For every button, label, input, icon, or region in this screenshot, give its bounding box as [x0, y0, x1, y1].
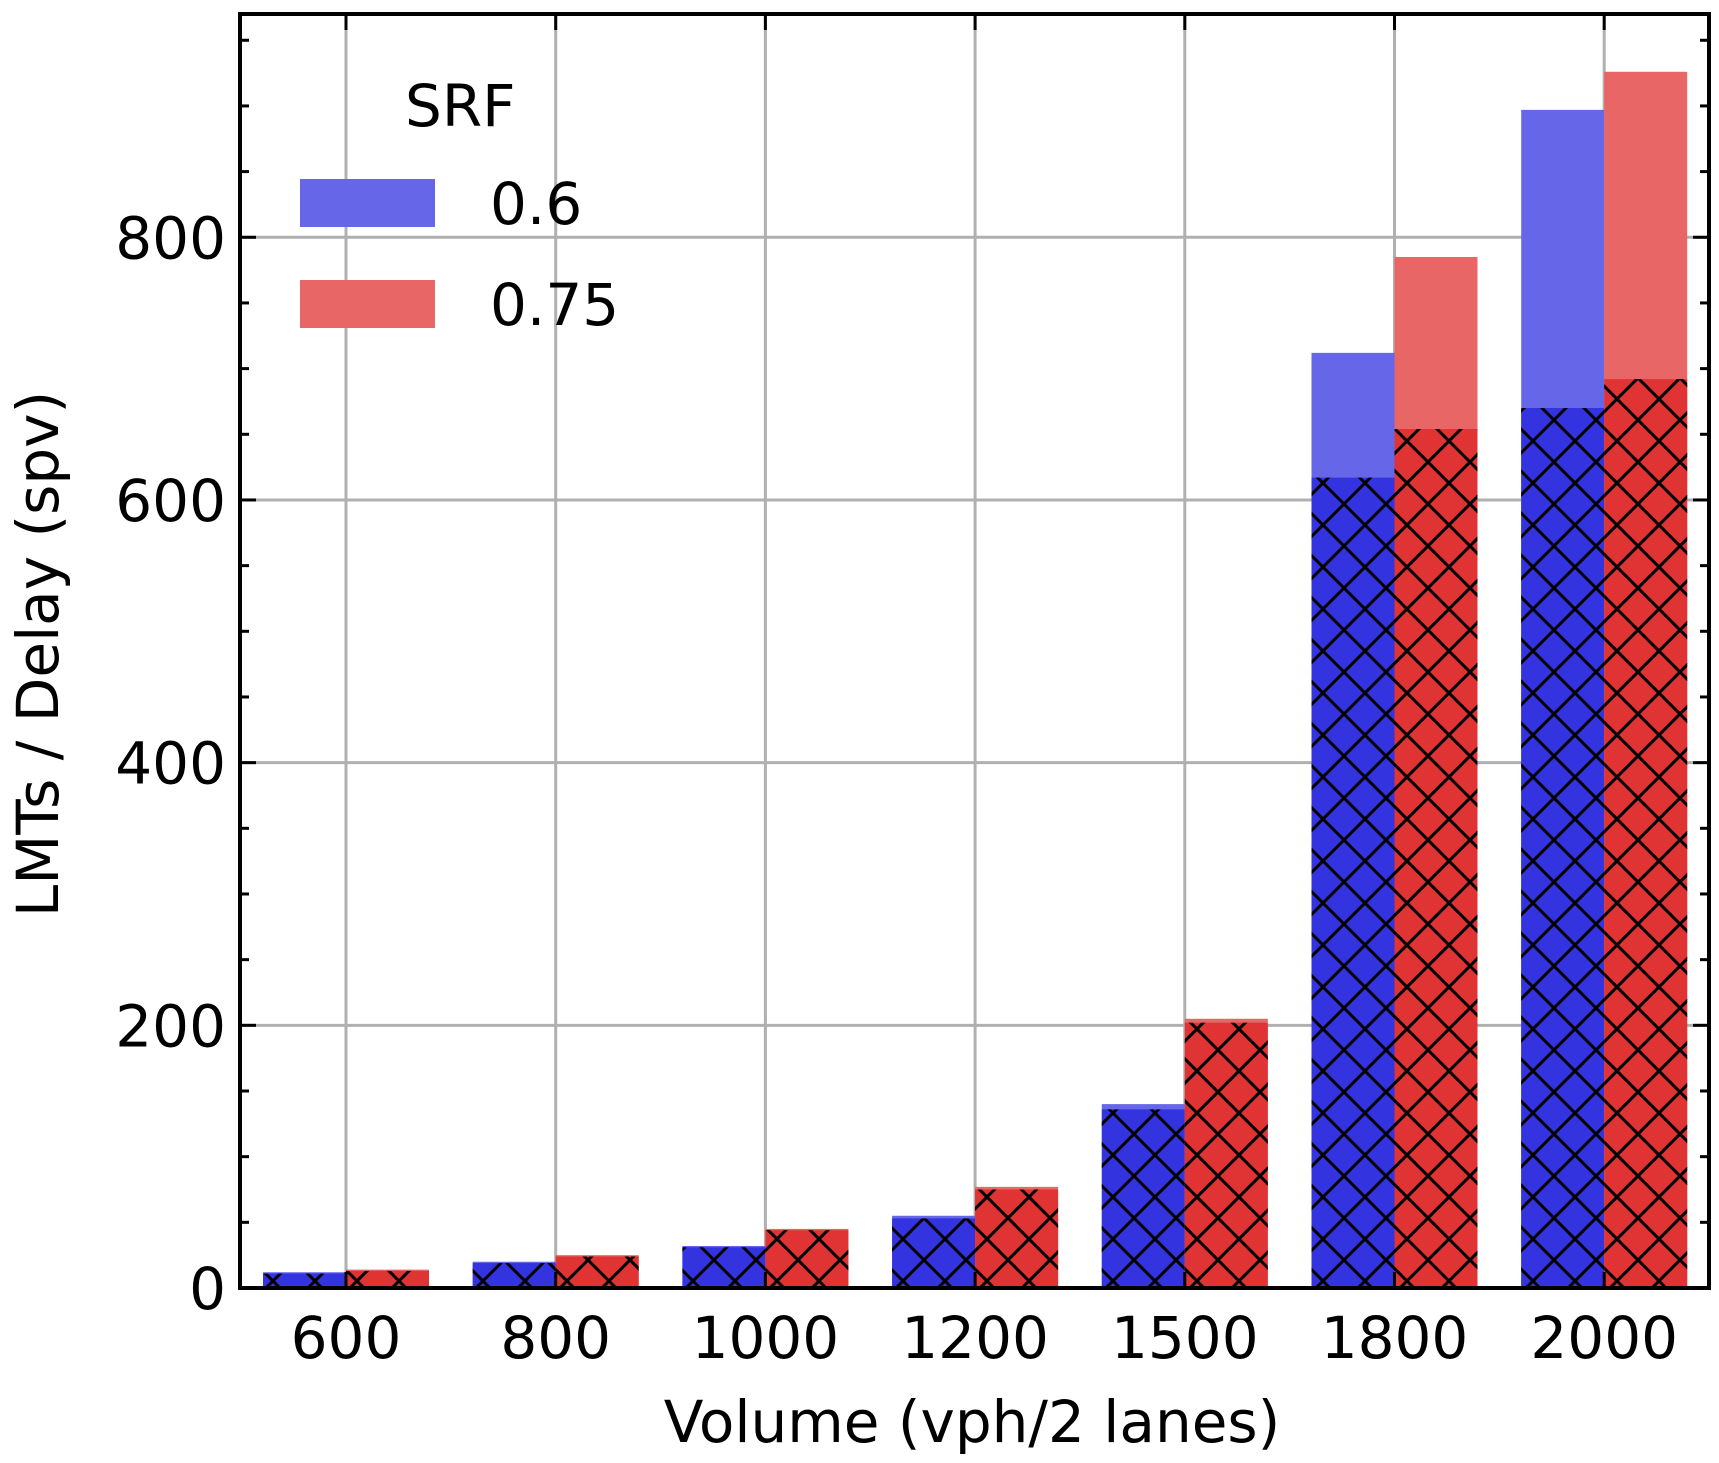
bars [263, 71, 1688, 1289]
x-tick-label: 1500 [1111, 1304, 1259, 1372]
axes [238, 12, 1711, 1290]
tick-labels: 0 200 400 600 800 600 800 1000 1200 1500 1800 2000 [115, 204, 1678, 1372]
legend-title: SRF [405, 72, 515, 140]
bar-hatch-overlay-0.75-1800 [1394, 429, 1478, 1289]
bar-hatch-overlay-0.75-1000 [765, 1230, 849, 1288]
bar-hatch-overlay-0.75-1500 [1184, 1022, 1268, 1288]
bar-hatch-overlay-0.6-2000 [1521, 408, 1605, 1288]
y-tick-label: 800 [115, 204, 226, 272]
legend: SRF 0.6 0.75 [300, 72, 619, 339]
bar-hatch-overlay-0.75-1200 [975, 1189, 1059, 1288]
legend-swatch-0.6 [300, 179, 435, 227]
bar-hatch-overlay-0.6-1800 [1311, 477, 1395, 1288]
grid-lines [240, 14, 1709, 1288]
y-tick-label: 200 [115, 992, 226, 1060]
x-tick-label: 1000 [692, 1304, 840, 1372]
bar-hatch-overlay-0.6-1000 [682, 1247, 766, 1288]
bar-hatch-overlay-0.6-600 [263, 1273, 346, 1288]
bar-hatch-overlay-0.75-600 [346, 1270, 429, 1288]
y-tick-label: 400 [115, 730, 226, 798]
x-tick-label: 1200 [901, 1304, 1049, 1372]
legend-label-0.6: 0.6 [490, 170, 582, 238]
x-tick-label: 1800 [1321, 1304, 1469, 1372]
y-axis-title: LMTs / Delay (spv) [4, 391, 72, 917]
legend-swatch-0.75 [300, 280, 435, 328]
x-tick-label: 2000 [1530, 1304, 1678, 1372]
bar-hatch-overlay-0.6-1500 [1101, 1109, 1185, 1288]
bar-hatch-overlay-0.75-2000 [1604, 379, 1688, 1289]
bar-hatch-overlay-0.75-800 [555, 1256, 639, 1288]
bar-hatch-overlay-0.6-1200 [892, 1218, 976, 1288]
bar-hatch-overlay-0.6-800 [472, 1263, 556, 1288]
x-tick-label: 800 [500, 1304, 611, 1372]
y-tick-label: 600 [115, 467, 226, 535]
x-axis-title: Volume (vph/2 lanes) [664, 1388, 1281, 1456]
legend-label-0.75: 0.75 [490, 271, 619, 339]
x-tick-label: 600 [291, 1304, 402, 1372]
y-tick-label: 0 [189, 1255, 226, 1323]
